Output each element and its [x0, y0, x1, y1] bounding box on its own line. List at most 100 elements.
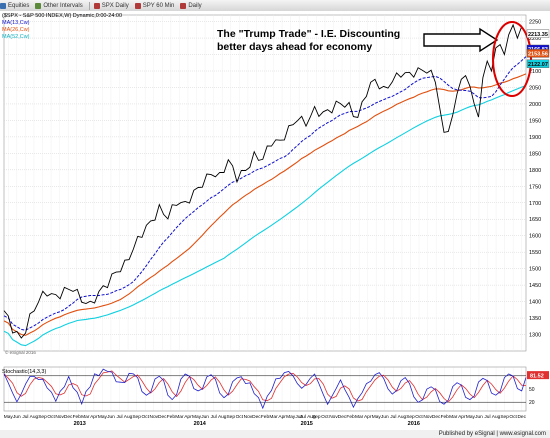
year-label: 2016	[408, 421, 420, 427]
chart-background	[0, 11, 550, 430]
x-tick-label: Nov	[329, 414, 338, 420]
footer-text: Published by eSignal | www.esignal.com	[438, 431, 546, 437]
x-tick-label: May	[286, 414, 296, 420]
y-tick-label: 1500	[529, 267, 541, 273]
x-tick-label: Feb	[261, 414, 270, 420]
x-tick-label: Oct	[321, 414, 329, 420]
x-tick-label: Dec	[64, 414, 73, 420]
x-tick-label: Jul	[390, 414, 396, 420]
stoch-tag-box	[527, 371, 549, 380]
x-tick-label: Apr	[184, 414, 192, 420]
x-tick-label: Feb	[441, 414, 450, 420]
x-tick-label: Aug	[492, 414, 501, 420]
annotation-line-2: better days ahead for economy	[217, 41, 372, 53]
y-tick-label: 1650	[529, 217, 541, 223]
toolbar-intervals-label: Other Intervals	[43, 2, 83, 9]
x-tick-label: Mar	[449, 414, 458, 420]
grid	[3, 14, 527, 411]
footer: Published by eSignal | www.esignal.com	[0, 430, 550, 438]
x-tick-label: Oct	[141, 414, 149, 420]
x-tick-label: May	[466, 414, 476, 420]
x-tick-label: Jun	[381, 414, 389, 420]
x-tick-label: Dec	[252, 414, 261, 420]
series-layer	[3, 23, 527, 347]
price-tag: 2213.35	[526, 29, 550, 38]
annotation-arrow	[423, 27, 499, 53]
x-tick-label: Apr	[90, 414, 98, 420]
y-tick-label: 1800	[529, 168, 541, 174]
stochastic-panel	[3, 366, 527, 412]
x-tick-label: Jun	[295, 414, 303, 420]
x-tick-label: Aug	[124, 414, 133, 420]
price-tag-label: 2122.07	[528, 62, 548, 68]
x-tick-label: Sep	[38, 414, 47, 420]
copyright-text: © eSignal 2016	[5, 349, 36, 355]
x-tick-label: Jun	[107, 414, 115, 420]
x-tick-label: Jun	[475, 414, 483, 420]
price-tag-label: 2153.56	[528, 52, 548, 58]
x-tick-label: Nov	[423, 414, 432, 420]
x-tick-label: Jul	[484, 414, 490, 420]
x-tick-label: Feb	[167, 414, 176, 420]
ma52-line	[3, 84, 527, 347]
x-tick-label: May	[192, 414, 202, 420]
ma13-line	[3, 56, 527, 331]
y-tick-label: 1400	[529, 300, 541, 306]
x-tick-label: Mar	[81, 414, 90, 420]
toolbar-item-spy-60min[interactable]: SPY 60 Min	[134, 2, 174, 9]
x-tick-label: Dec	[517, 414, 526, 420]
toolbar-item-spx-daily[interactable]: SPX Daily	[93, 2, 129, 9]
x-tick-label: Feb	[346, 414, 355, 420]
y-tick-label: 1350	[529, 316, 541, 322]
price-tag: 2153.56	[526, 49, 550, 58]
y-tick-label: 2050	[529, 85, 541, 91]
x-tick-label: May	[98, 414, 108, 420]
stoch-tag-label: 81.52	[530, 373, 544, 379]
toolbar-item-equities[interactable]: Equities	[0, 2, 30, 9]
x-tick-label: Apr	[364, 414, 372, 420]
chart-symbol-title: ($SPX - S&P 500 INDEX,W) Dynamic,0:00-24…	[2, 13, 122, 19]
equities-icon	[0, 2, 6, 9]
x-tick-label: Jul Aug	[300, 414, 316, 420]
y-tick-label: 2250	[529, 20, 541, 26]
x-tick-label: Jul	[211, 414, 217, 420]
stochastic-d-line	[3, 370, 527, 403]
x-tick-label: Sep	[226, 414, 235, 420]
x-tick-label: Aug	[398, 414, 407, 420]
y-tick-label: 1950	[529, 118, 541, 124]
x-tick-label: Nov	[55, 414, 64, 420]
toolbar-separator	[88, 1, 90, 10]
price-line	[3, 23, 527, 339]
x-tick-label: Oct	[415, 414, 423, 420]
toolbar-equities-label: Equities	[8, 2, 30, 9]
y-tick-label: 1700	[529, 201, 541, 207]
toolbar-item-other-intervals[interactable]: Other Intervals	[35, 2, 83, 9]
x-tick-label: Dec	[338, 414, 347, 420]
chart-icon	[93, 2, 100, 9]
price-tag-label: 2213.35	[528, 32, 548, 38]
x-tick-label: Apr	[278, 414, 286, 420]
x-tick-label: Mar	[269, 414, 278, 420]
toolbar-item-daily[interactable]: Daily	[180, 2, 202, 9]
y-tick-label: 1850	[529, 151, 541, 157]
x-tick-label: Mar	[355, 414, 364, 420]
x-tick-label: May	[372, 414, 382, 420]
x-tick-label: Sep	[132, 414, 141, 420]
price-tag-box	[526, 59, 550, 68]
y-tick-label: 1300	[529, 333, 541, 339]
intervals-icon	[35, 2, 42, 9]
y-tick-label: 1750	[529, 184, 541, 190]
x-tick-label: Feb	[73, 414, 82, 420]
year-label: 2015	[301, 421, 313, 427]
x-tick-label: Dec	[432, 414, 441, 420]
x-tick-label: Oct	[509, 414, 517, 420]
y-tick-label: 1450	[529, 283, 541, 289]
ma26-line	[3, 73, 527, 336]
chart-icon	[134, 2, 141, 9]
x-tick-label: May	[4, 414, 14, 420]
x-tick-label: Sep	[500, 414, 509, 420]
price-chart: 1300 1350 1400 1450 1500 1550 1600 1650 1700 1750…	[0, 11, 550, 430]
x-tick-label: Sep	[312, 414, 321, 420]
legend-ma26: MA(26,Cw)	[2, 27, 30, 33]
y-tick-label: 2000	[529, 102, 541, 108]
